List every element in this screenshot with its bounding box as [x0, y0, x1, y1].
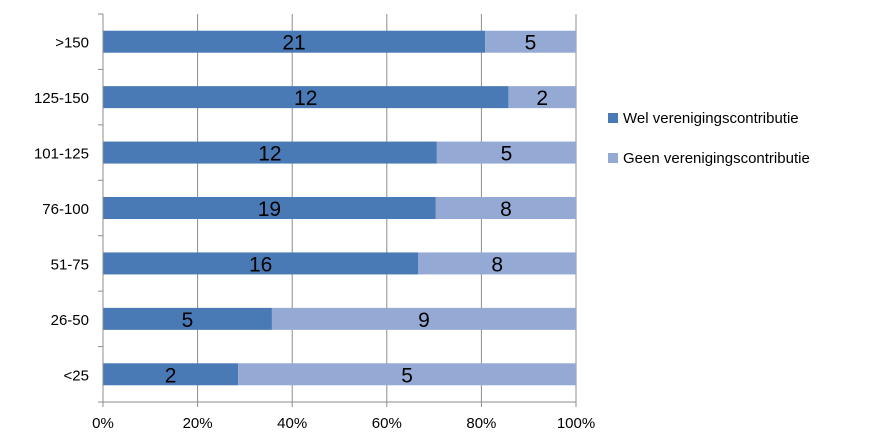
y-category-label-0: >150 [55, 35, 89, 52]
bar-segment-5-1 [271, 307, 576, 330]
x-tick-label-5: 100% [557, 415, 595, 432]
legend-label-1: Geen verenigingscontributie [623, 150, 810, 167]
data-label-0-1: 5 [525, 32, 537, 55]
y-category-label-5: 26-50 [51, 312, 89, 329]
axes: 0% 20% 40% 60% 80% 100% >150 125-150 101-125 76-1… [34, 13, 595, 432]
y-category-label-4: 51-75 [51, 256, 89, 273]
bar-segment-1-0 [103, 86, 509, 109]
data-label-0-0: 21 [282, 32, 305, 55]
data-label-3-0: 19 [258, 198, 281, 221]
x-tick-label-0: 0% [92, 415, 114, 432]
data-label-2-1: 5 [501, 143, 513, 166]
bar-segment-2-1 [436, 141, 576, 164]
data-label-5-0: 5 [182, 309, 194, 332]
bar-segment-0-0 [103, 30, 486, 53]
y-category-label-1: 125-150 [34, 90, 89, 107]
bar-segment-4-1 [418, 252, 576, 275]
x-tick-label-4: 80% [466, 415, 496, 432]
x-tick-label-3: 60% [372, 415, 402, 432]
bar-segment-1-1 [508, 86, 576, 109]
legend-swatch-0 [608, 113, 618, 123]
data-label-6-0: 2 [165, 364, 177, 387]
data-label-2-0: 12 [258, 143, 281, 166]
data-label-1-1: 2 [536, 87, 548, 110]
bar-segment-0-1 [485, 30, 576, 53]
legend-label-0: Wel verenigingscontributie [623, 110, 799, 127]
x-tick-label-2: 40% [277, 415, 307, 432]
bar-segment-6-1 [238, 363, 576, 386]
data-label-6-1: 5 [401, 364, 413, 387]
bar-segment-5-0 [103, 307, 272, 330]
bars: 21 5 12 2 12 5 19 8 16 8 5 9 2 5 [103, 30, 576, 387]
data-label-1-0: 12 [294, 87, 317, 110]
x-tick-label-1: 20% [183, 415, 213, 432]
y-category-label-3: 76-100 [42, 201, 89, 218]
data-label-4-0: 16 [249, 253, 272, 276]
bar-segment-6-0 [103, 363, 239, 386]
y-category-label-2: 101-125 [34, 146, 89, 163]
legend: Wel verenigingscontributie Geen verenigin… [608, 110, 810, 167]
bar-segment-4-0 [103, 252, 419, 275]
data-label-3-1: 8 [500, 198, 512, 221]
data-label-5-1: 9 [418, 309, 430, 332]
y-category-label-6: <25 [64, 367, 89, 384]
bar-segment-3-1 [435, 197, 576, 219]
bar-segment-2-0 [103, 141, 437, 164]
legend-swatch-1 [608, 153, 618, 163]
data-label-4-1: 8 [491, 253, 503, 276]
bar-segment-3-0 [103, 197, 436, 219]
